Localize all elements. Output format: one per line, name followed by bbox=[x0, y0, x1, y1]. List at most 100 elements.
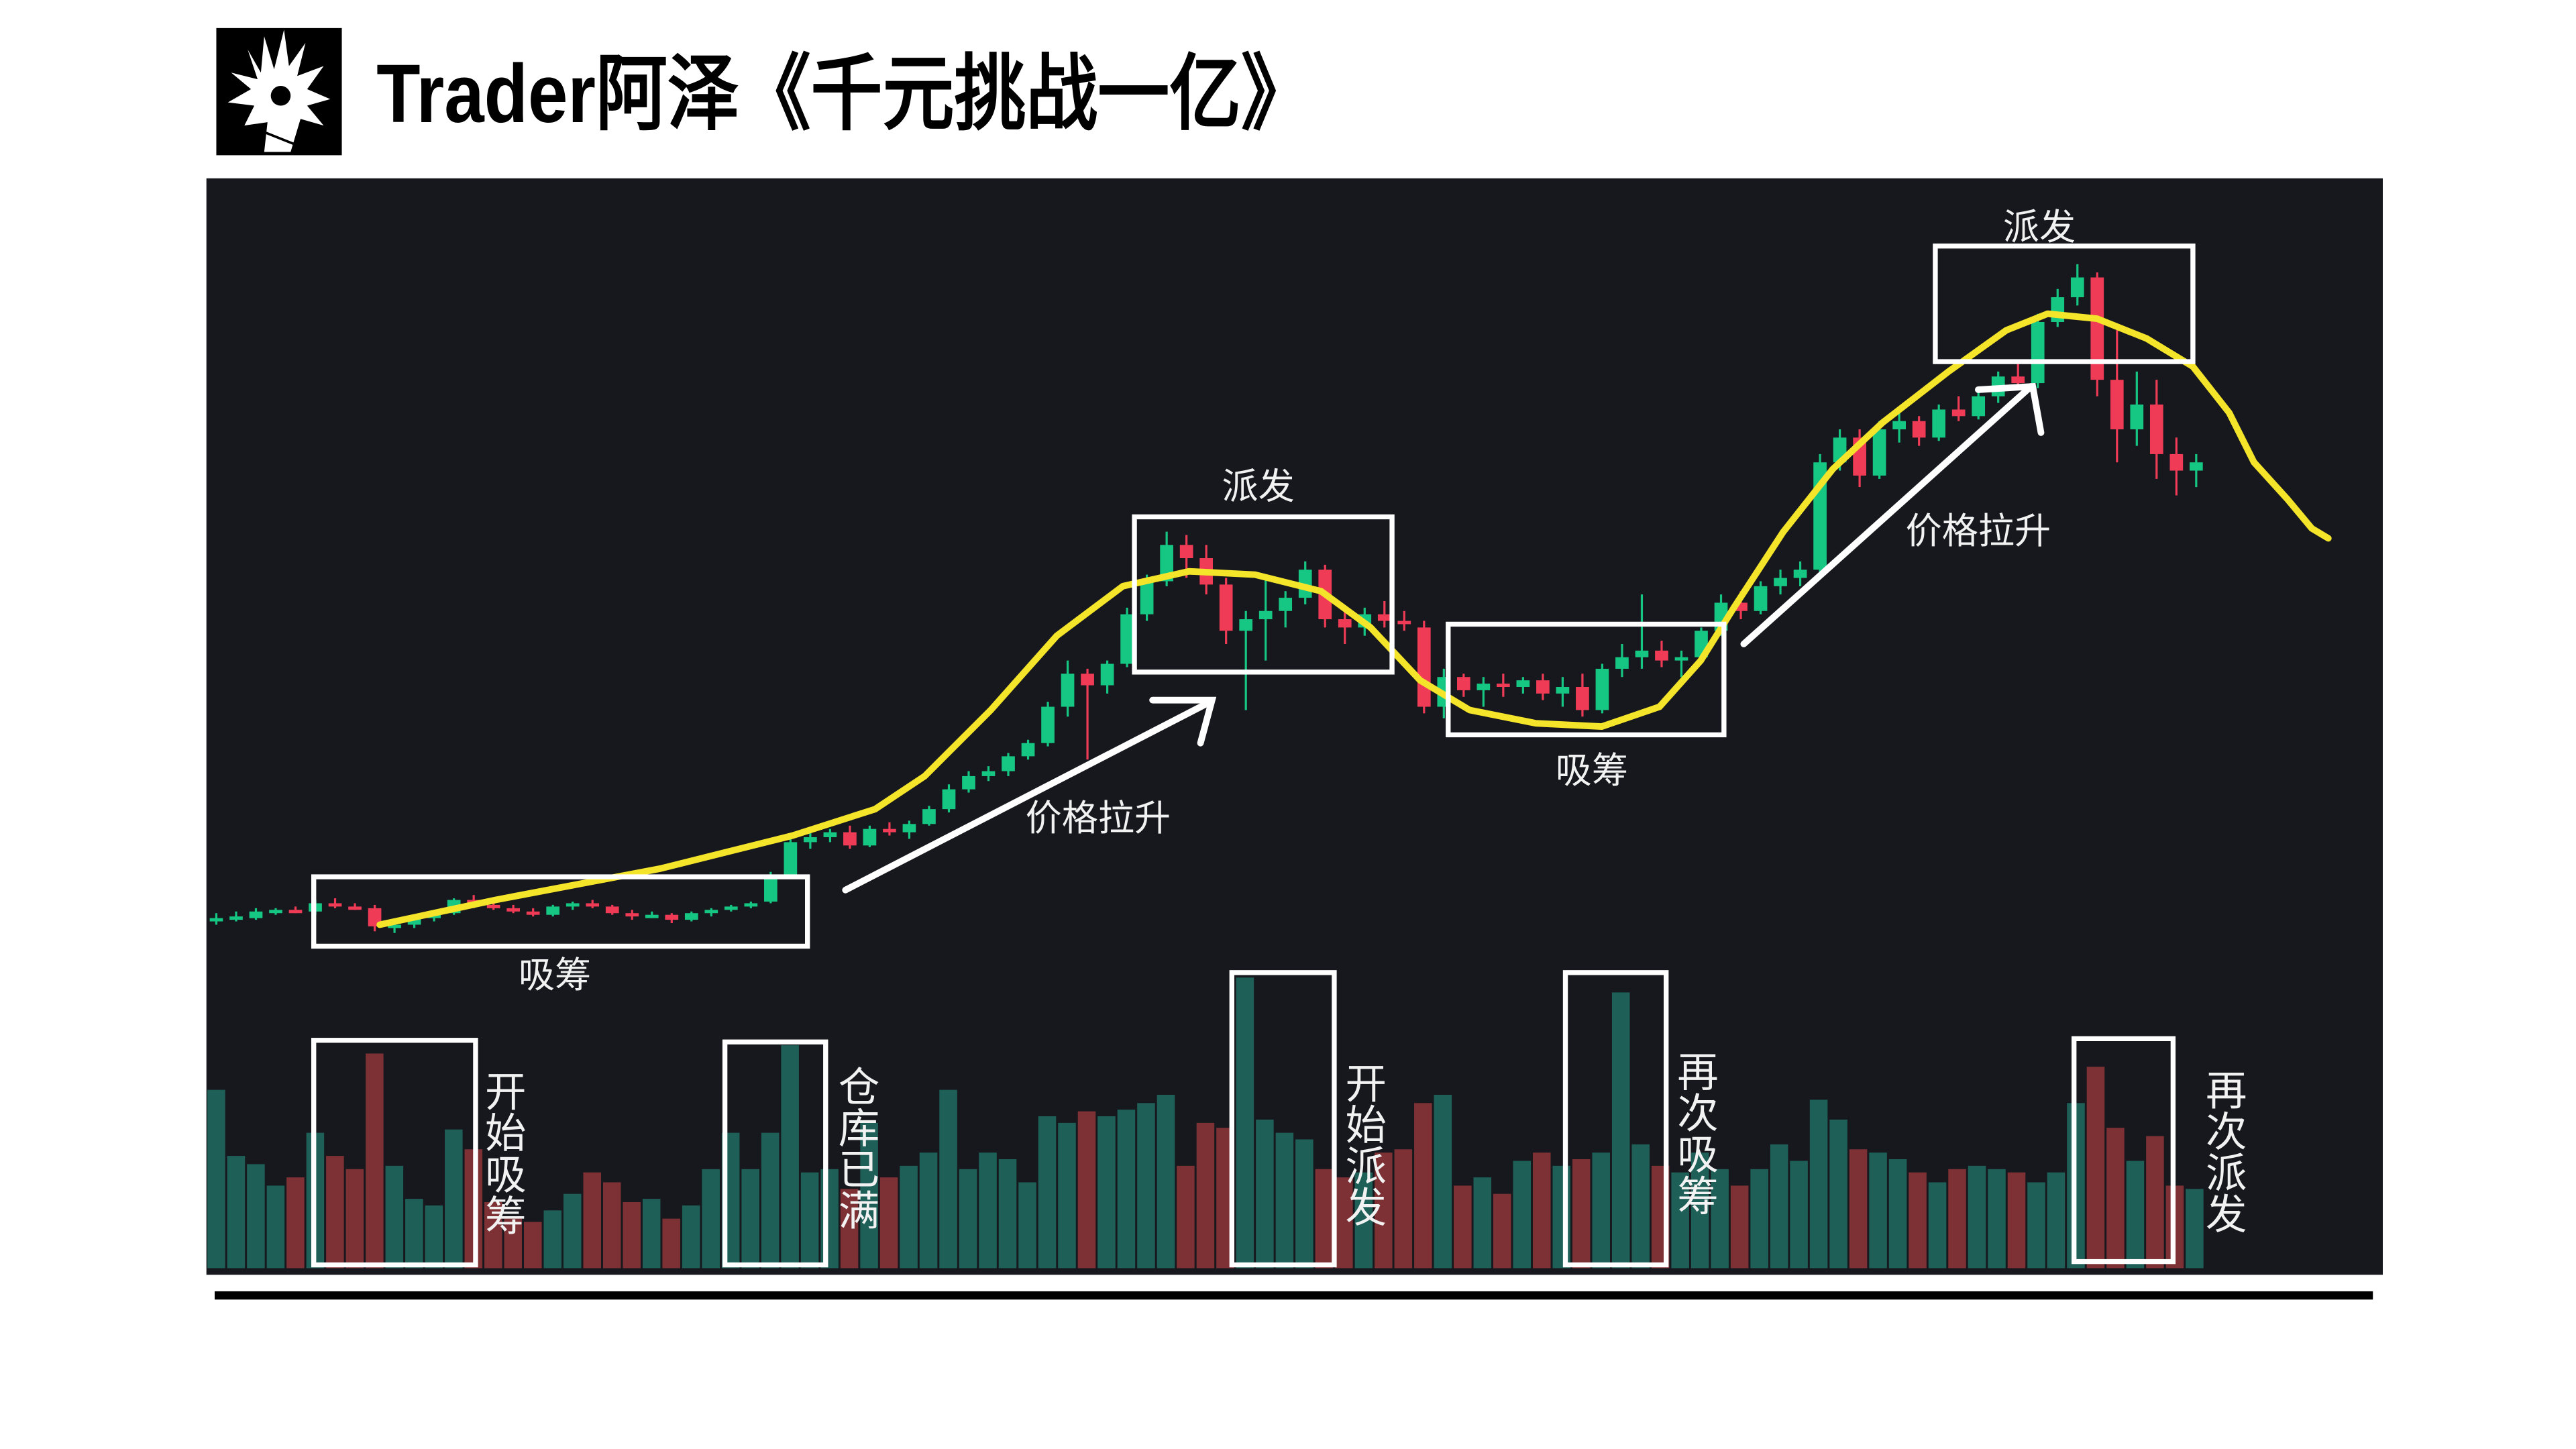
label-volume-2: 仓库已满 bbox=[831, 1065, 879, 1230]
volume-bar bbox=[227, 1156, 246, 1269]
candle bbox=[1932, 405, 1946, 441]
candle-body bbox=[506, 908, 521, 912]
volume-bar bbox=[524, 1222, 542, 1269]
candle bbox=[1239, 610, 1253, 710]
candle bbox=[2070, 264, 2084, 306]
candle-body bbox=[1674, 657, 1688, 661]
candle bbox=[209, 913, 223, 925]
candle-body bbox=[1892, 421, 1906, 429]
candle bbox=[883, 822, 896, 836]
volume-bar bbox=[1335, 1177, 1353, 1269]
candle-body bbox=[1932, 409, 1946, 438]
candle bbox=[1951, 396, 1966, 421]
volume-bar bbox=[1256, 1119, 1274, 1269]
volume-bar bbox=[1592, 1152, 1610, 1269]
label-accumulate-2: 吸筹 bbox=[1556, 749, 1628, 792]
volume-bar bbox=[1275, 1132, 1294, 1269]
volume-bar bbox=[1236, 977, 1254, 1269]
candle-body bbox=[486, 904, 500, 908]
volume-bar bbox=[366, 1053, 384, 1269]
candle-body bbox=[1951, 409, 1966, 417]
candle bbox=[1061, 660, 1075, 717]
volume-bar bbox=[1295, 1139, 1313, 1269]
volume-bar bbox=[1394, 1149, 1413, 1269]
volume-bar bbox=[1711, 1169, 1729, 1269]
candle bbox=[704, 908, 718, 917]
candle-body bbox=[1972, 396, 1986, 417]
volume-bar bbox=[385, 1165, 404, 1269]
volume-bar bbox=[800, 1172, 819, 1269]
candle bbox=[724, 904, 738, 912]
distribution-box-1 bbox=[1132, 514, 1395, 675]
volume-bar bbox=[286, 1177, 305, 1269]
candle-body bbox=[1219, 584, 1233, 631]
candle bbox=[1417, 621, 1431, 714]
candle-body bbox=[962, 775, 975, 790]
candle-body bbox=[665, 914, 679, 920]
candle bbox=[1615, 644, 1629, 678]
candle-body bbox=[586, 903, 600, 907]
candle bbox=[1793, 561, 1807, 586]
volume-bar bbox=[761, 1132, 780, 1269]
candle-body bbox=[1397, 621, 1411, 625]
candle-body bbox=[1793, 570, 1807, 578]
candle-body bbox=[1338, 619, 1352, 628]
distribution-box-2 bbox=[1933, 244, 2196, 364]
candle bbox=[2190, 453, 2203, 488]
candle-body bbox=[981, 771, 996, 776]
candle-body bbox=[1754, 586, 1768, 611]
volume-bar bbox=[1157, 1095, 1175, 1269]
trend-curve bbox=[376, 310, 2332, 928]
label-distribute-1: 派发 bbox=[1222, 465, 1295, 507]
volume-bar bbox=[1671, 1172, 1689, 1269]
candle-body bbox=[1417, 627, 1431, 707]
volume-bar bbox=[1434, 1095, 1452, 1269]
volume-bar bbox=[1869, 1152, 1887, 1269]
candle bbox=[1556, 677, 1570, 707]
candle-body bbox=[269, 910, 282, 914]
candle-body bbox=[605, 906, 619, 914]
candle bbox=[645, 911, 659, 918]
volume-bar bbox=[445, 1129, 463, 1269]
candle bbox=[665, 913, 679, 923]
volume-bar bbox=[543, 1210, 562, 1269]
candle bbox=[288, 906, 303, 914]
candle-body bbox=[1239, 619, 1253, 631]
candle bbox=[1338, 610, 1352, 644]
candle bbox=[1912, 416, 1926, 446]
candle bbox=[229, 911, 243, 922]
candle-body bbox=[2031, 322, 2045, 384]
candle-body bbox=[1456, 677, 1470, 690]
volume-bar bbox=[1493, 1193, 1511, 1269]
volume-bar bbox=[642, 1199, 661, 1269]
volume-bar bbox=[345, 1169, 364, 1269]
volume-bar bbox=[702, 1169, 720, 1269]
candle bbox=[1377, 601, 1391, 628]
candle-body bbox=[724, 906, 738, 910]
volume-bar bbox=[1196, 1122, 1215, 1269]
volume-bar bbox=[1532, 1152, 1551, 1269]
candle bbox=[1258, 578, 1273, 661]
candle-body bbox=[1556, 687, 1570, 694]
volume-bar bbox=[1097, 1116, 1116, 1269]
volume-bar bbox=[247, 1164, 265, 1269]
candle-body bbox=[1179, 545, 1193, 558]
volume-bar bbox=[1770, 1144, 1788, 1269]
candle-body bbox=[288, 910, 303, 914]
candle bbox=[744, 902, 758, 908]
candle-body bbox=[2190, 462, 2203, 471]
candle-body bbox=[566, 903, 580, 907]
volume-box-5 bbox=[2072, 1036, 2176, 1265]
label-volume-1: 开始吸筹 bbox=[478, 1070, 526, 1235]
volume-bar bbox=[425, 1205, 443, 1269]
candle-body bbox=[1615, 657, 1629, 669]
candle bbox=[902, 820, 916, 839]
candle-body bbox=[1120, 614, 1134, 664]
candle-body bbox=[526, 911, 540, 915]
candle bbox=[1021, 739, 1035, 760]
candle-body bbox=[784, 842, 798, 875]
candle-body bbox=[843, 832, 857, 846]
candle bbox=[981, 766, 996, 782]
candle-body bbox=[2149, 405, 2163, 454]
